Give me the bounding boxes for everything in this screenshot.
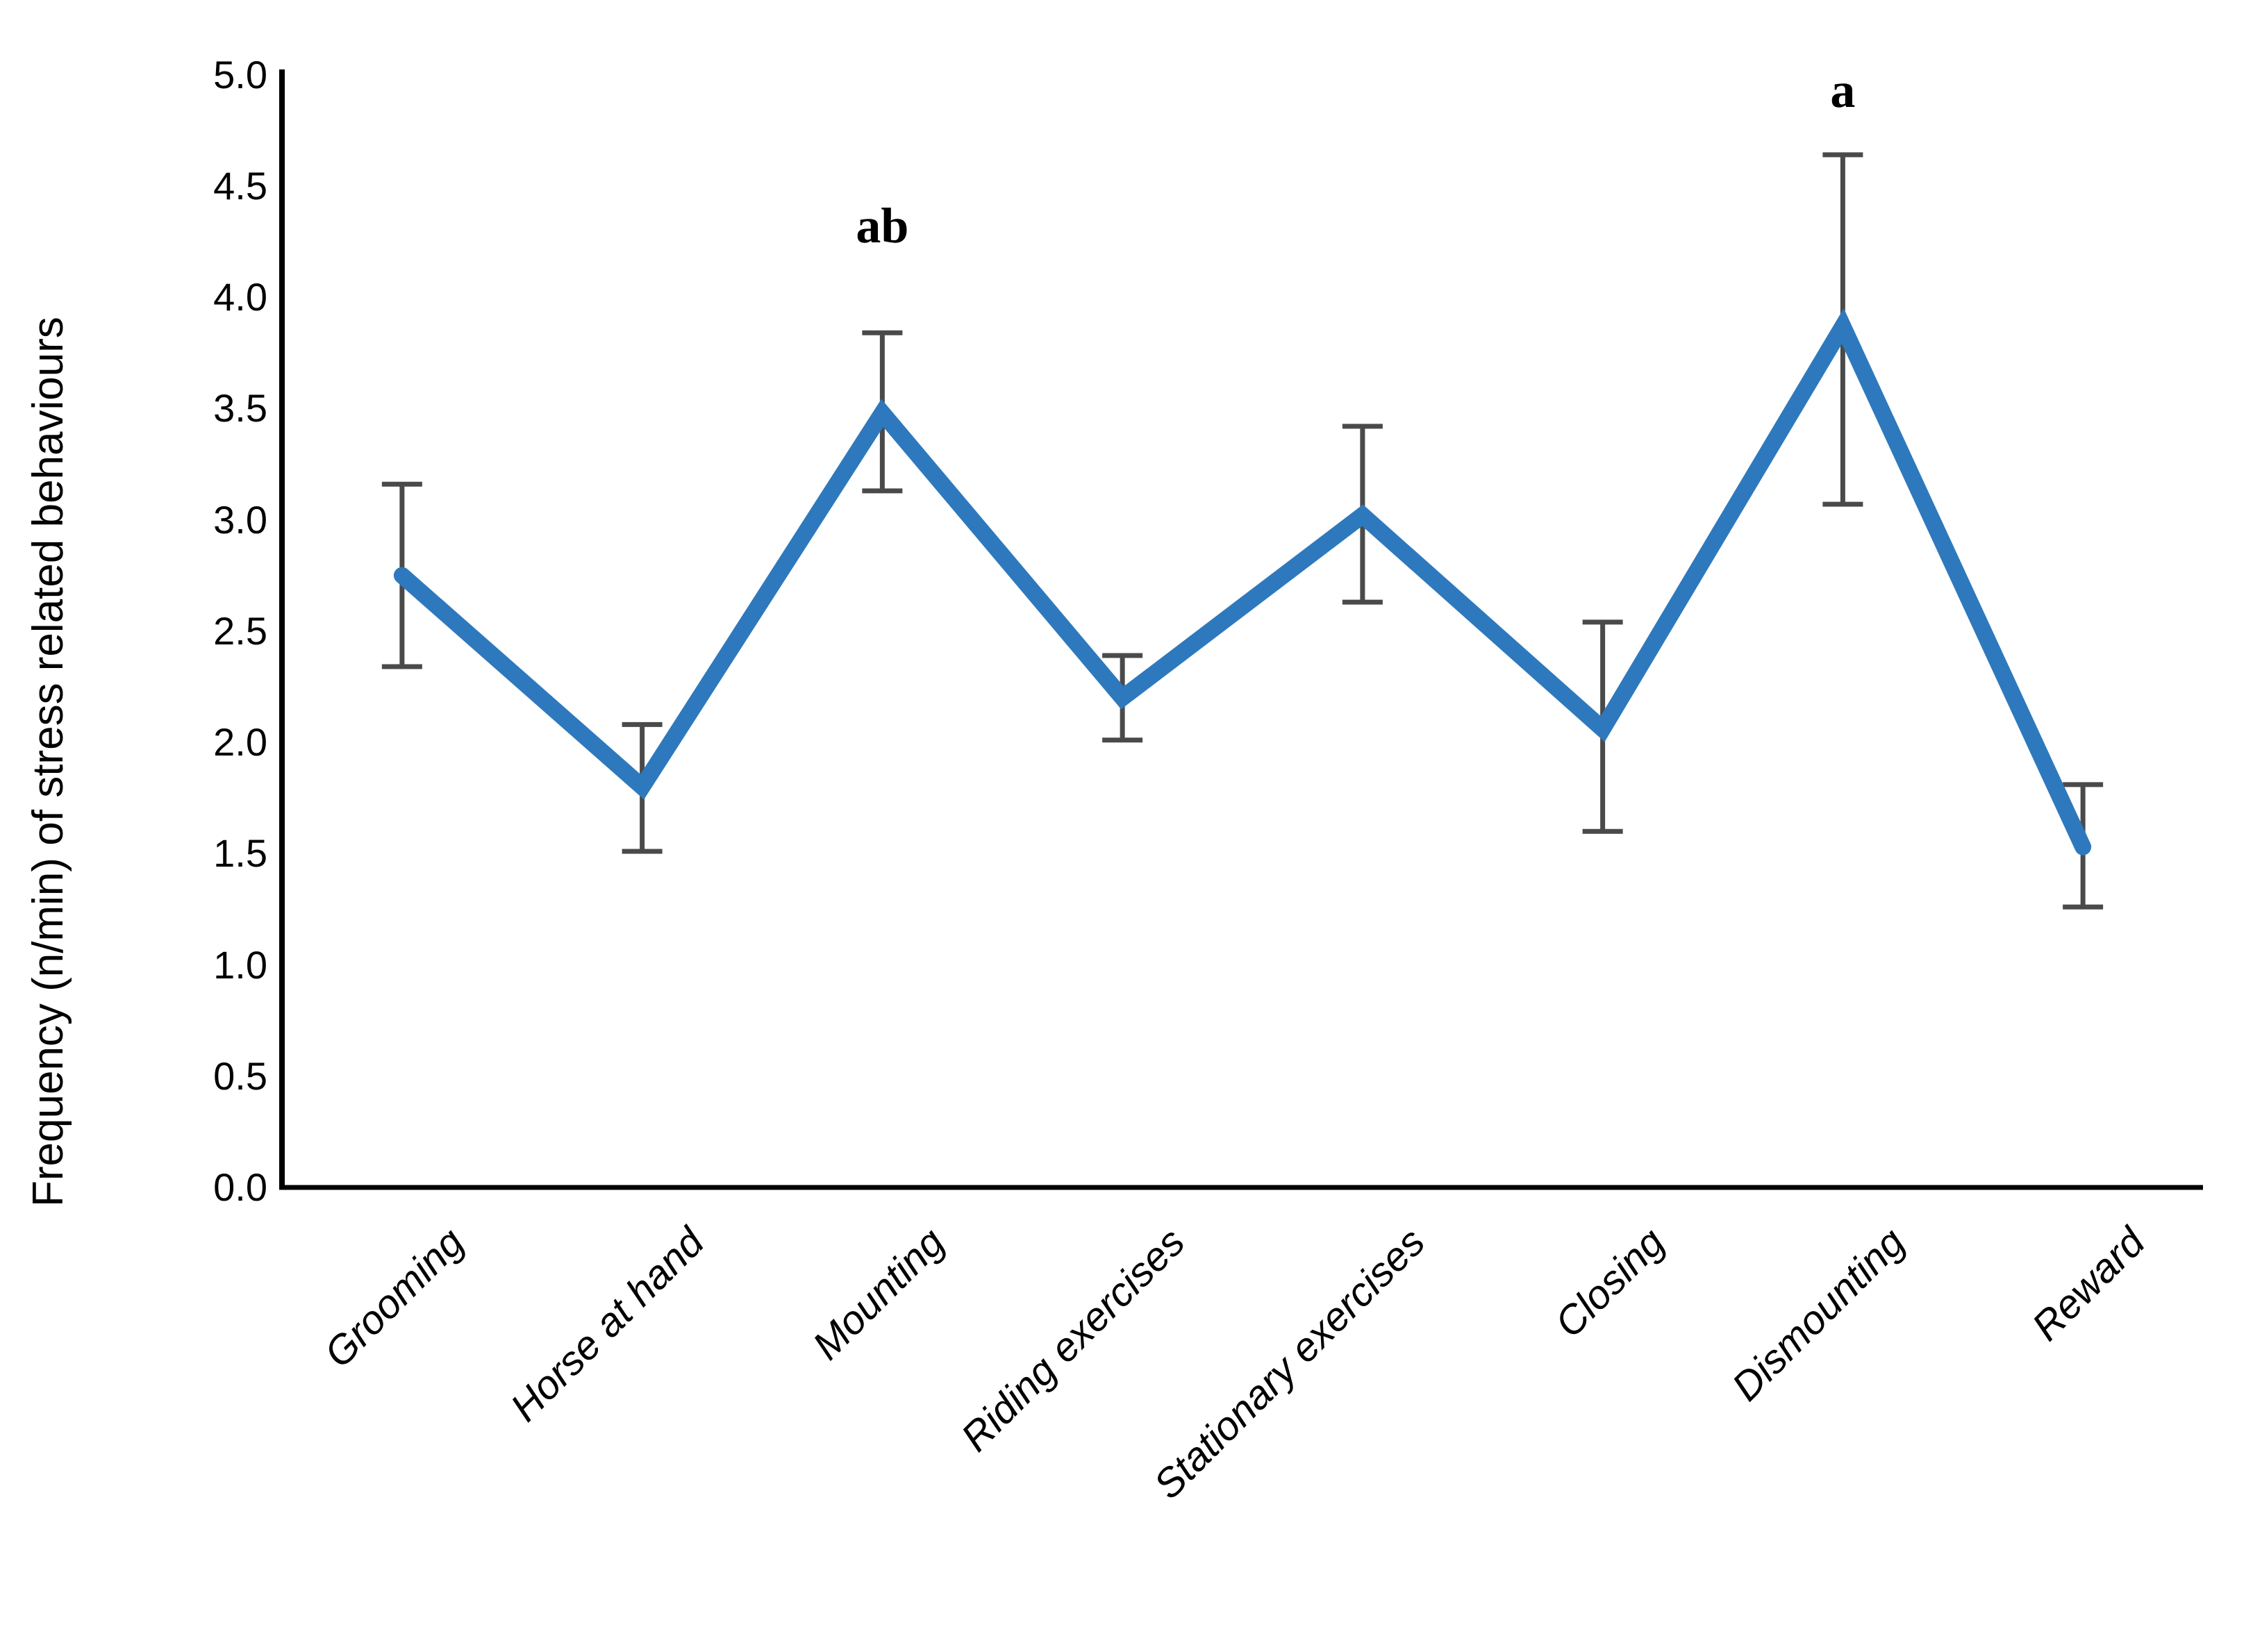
y-axis-title: Frequency (n/min) of stress related beha… bbox=[24, 317, 72, 1207]
y-tick-label: 2.0 bbox=[213, 720, 267, 764]
data-line bbox=[393, 308, 2092, 856]
y-tick-label: 1.0 bbox=[213, 942, 267, 987]
y-tick-label: 0.0 bbox=[213, 1165, 267, 1209]
y-tick-label: 4.5 bbox=[213, 163, 267, 208]
y-tick-label: 1.5 bbox=[213, 831, 267, 876]
significance-annotation: ab bbox=[856, 198, 909, 254]
y-tick-label: 0.5 bbox=[213, 1053, 267, 1098]
y-tick-label: 4.0 bbox=[213, 275, 267, 319]
y-tick-label: 3.0 bbox=[213, 497, 267, 542]
y-tick-label: 3.5 bbox=[213, 386, 267, 431]
y-tick-label: 2.5 bbox=[213, 608, 267, 653]
significance-annotation: a bbox=[1830, 62, 1856, 118]
y-tick-label: 5.0 bbox=[213, 52, 267, 97]
